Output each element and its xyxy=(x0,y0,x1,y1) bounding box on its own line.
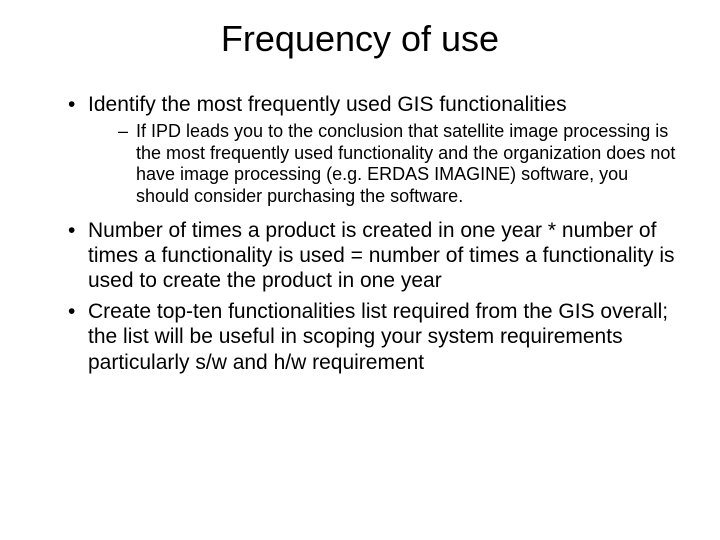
bullet-text-2: Number of times a product is created in … xyxy=(88,219,675,292)
slide-title: Frequency of use xyxy=(40,18,680,60)
bullet-list: Identify the most frequently used GIS fu… xyxy=(40,92,680,375)
bullet-text-1: Identify the most frequently used GIS fu… xyxy=(88,93,567,116)
sub-bullet-text-1: If IPD leads you to the conclusion that … xyxy=(136,121,675,206)
bullet-item-2: Number of times a product is created in … xyxy=(68,218,680,294)
sub-bullet-item-1: If IPD leads you to the conclusion that … xyxy=(118,121,680,207)
bullet-item-1: Identify the most frequently used GIS fu… xyxy=(68,92,680,208)
sub-bullet-list: If IPD leads you to the conclusion that … xyxy=(88,121,680,207)
bullet-text-3: Create top-ten functionalities list requ… xyxy=(88,300,668,373)
slide: Frequency of use Identify the most frequ… xyxy=(0,0,720,540)
bullet-item-3: Create top-ten functionalities list requ… xyxy=(68,299,680,375)
